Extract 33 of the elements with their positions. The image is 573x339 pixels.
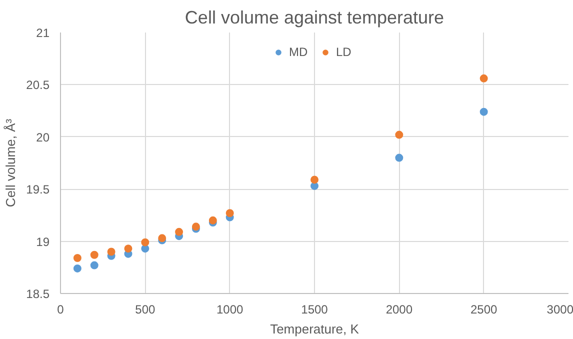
y-tick-label: 21 [36, 26, 50, 40]
point [73, 264, 82, 272]
x-tick-label: 2000 [386, 302, 413, 316]
x-tick-label: 2500 [470, 302, 498, 316]
legend-label: MD [289, 45, 309, 59]
x-tick-label: 1500 [301, 302, 328, 316]
x-tick-label: 3000 [546, 302, 573, 316]
x-tick-label: 1000 [216, 302, 244, 316]
point [90, 261, 98, 270]
x-axis-title: Temperature, K [270, 322, 360, 336]
y-tick-label: 20.5 [26, 78, 50, 92]
point [124, 244, 132, 253]
y-tick-label: 19.5 [26, 182, 50, 197]
x-tick-label: 0 [57, 302, 64, 316]
point [90, 250, 98, 259]
point [310, 176, 318, 184]
y-tick-label: 20 [36, 130, 50, 144]
point [107, 248, 116, 256]
y-tick-label: 19 [36, 234, 50, 249]
chart-title: Cell volume against temperature [184, 8, 444, 28]
y-axis-title: Cell volume, Å³ [3, 118, 18, 208]
point [141, 238, 150, 246]
point [226, 209, 234, 218]
point [395, 154, 404, 162]
point [395, 130, 404, 139]
point [208, 216, 217, 224]
point [480, 74, 488, 82]
legend-label: LD [336, 45, 352, 59]
x-tick-label: 500 [135, 302, 156, 316]
point [73, 254, 82, 262]
point [480, 108, 488, 116]
point [175, 228, 184, 236]
y-tick-label: 18.5 [26, 287, 50, 301]
